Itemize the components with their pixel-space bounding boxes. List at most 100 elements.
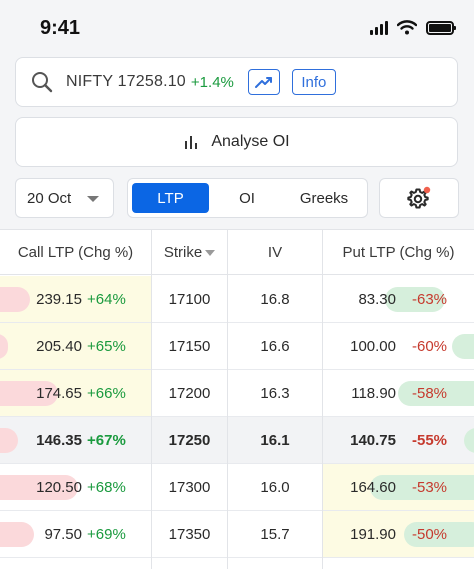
- option-chain-table: Call LTP (Chg %) Strike IV Put LTP (Chg …: [0, 229, 474, 569]
- table-row[interactable]: 146.35 +67% 17250 16.1 140.75 -55%: [0, 417, 474, 464]
- header-strike-label: Strike: [163, 244, 203, 261]
- call-oi-bar: [0, 428, 18, 453]
- symbol-change: +1.4%: [190, 73, 234, 91]
- call-change: +67%: [87, 431, 126, 449]
- put-change: -63%: [412, 290, 448, 308]
- call-ltp: 174.65: [36, 384, 82, 402]
- tab-ltp[interactable]: LTP: [132, 183, 209, 213]
- status-icons: [370, 20, 456, 35]
- put-oi-bar: [464, 428, 474, 453]
- analyse-oi-button[interactable]: Analyse OI: [15, 117, 458, 167]
- call-ltp: 205.40: [36, 337, 82, 355]
- call-ltp: 239.15: [36, 290, 82, 308]
- put-oi-bar: [398, 381, 474, 406]
- expiry-value: 20 Oct: [27, 189, 72, 207]
- put-change: -58%: [412, 384, 448, 402]
- put-ltp: 118.90: [351, 384, 396, 402]
- implied-volatility: 16.0: [260, 478, 290, 496]
- strike-price: 17150: [168, 337, 211, 355]
- chevron-down-icon: [87, 196, 99, 202]
- call-oi-bar: [0, 475, 78, 500]
- table-row[interactable]: 97.50 +69% 17350 15.7 191.90 -50%: [0, 511, 474, 558]
- info-button[interactable]: Info: [291, 69, 336, 95]
- wifi-icon: [397, 20, 417, 35]
- call-cell[interactable]: 239.15 +64%: [0, 276, 151, 322]
- put-cell[interactable]: 140.75 -55%: [323, 417, 474, 463]
- call-change: +68%: [87, 478, 126, 496]
- put-cell[interactable]: 100.00 -60%: [323, 323, 474, 369]
- search-icon: [32, 72, 53, 93]
- header-iv[interactable]: IV: [267, 244, 283, 261]
- call-cell[interactable]: 146.35 +67%: [0, 417, 151, 463]
- strike-price: 17300: [168, 478, 211, 496]
- call-cell[interactable]: 97.50 +69%: [0, 511, 151, 557]
- cellular-signal-icon: [370, 20, 388, 35]
- table-row[interactable]: 120.50 +68% 17300 16.0 164.60 -53%: [0, 464, 474, 511]
- call-cell[interactable]: 205.40 +65%: [0, 323, 151, 369]
- call-ltp: 97.50: [44, 525, 82, 543]
- implied-volatility: 15.7: [260, 525, 290, 543]
- gear-icon: [407, 186, 431, 209]
- put-ltp: 140.75: [350, 431, 396, 449]
- strike-price: 17350: [168, 525, 211, 543]
- put-oi-bar: [370, 475, 474, 500]
- status-bar: 9:41: [0, 0, 474, 52]
- analyse-oi-label: Analyse OI: [211, 133, 290, 150]
- implied-volatility: 16.6: [260, 337, 290, 355]
- strike-price: 17250: [168, 431, 211, 449]
- column-divider: [227, 230, 228, 569]
- column-divider: [322, 230, 323, 569]
- put-cell[interactable]: 83.30 -63%: [323, 276, 474, 322]
- implied-volatility: 16.3: [260, 384, 290, 402]
- put-oi-bar: [385, 287, 445, 312]
- sort-down-icon: [205, 249, 216, 256]
- table-header: Call LTP (Chg %) Strike IV Put LTP (Chg …: [0, 230, 474, 275]
- call-cell[interactable]: 120.50 +68%: [0, 464, 151, 510]
- call-oi-bar: [0, 287, 30, 312]
- line-chart-icon: [254, 77, 272, 88]
- table-row[interactable]: 174.65 +66% 17200 16.3 118.90 -58%: [0, 370, 474, 417]
- tab-greeks[interactable]: Greeks: [299, 189, 349, 207]
- call-change: +69%: [87, 525, 126, 543]
- header-call-ltp[interactable]: Call LTP (Chg %): [17, 244, 134, 261]
- put-change: -50%: [412, 525, 448, 543]
- call-change: +65%: [87, 337, 126, 355]
- put-cell[interactable]: 191.90 -50%: [323, 511, 474, 557]
- tab-oi[interactable]: OI: [239, 189, 255, 207]
- status-time: 9:41: [40, 17, 81, 39]
- implied-volatility: 16.1: [260, 431, 290, 449]
- settings-button[interactable]: [379, 178, 459, 218]
- call-cell[interactable]: 174.65 +66%: [0, 370, 151, 416]
- call-ltp: 120.50: [36, 478, 82, 496]
- call-change: +64%: [87, 290, 126, 308]
- put-ltp: 191.90: [350, 525, 396, 543]
- put-oi-bar: [452, 334, 474, 359]
- table-row[interactable]: 239.15 +64% 17100 16.8 83.30 -63%: [0, 276, 474, 323]
- put-ltp: 83.30: [358, 290, 396, 308]
- put-cell[interactable]: 164.60 -53%: [323, 464, 474, 510]
- put-change: -53%: [412, 478, 448, 496]
- put-change: -60%: [412, 337, 448, 355]
- header-strike[interactable]: Strike: [152, 230, 227, 275]
- chart-button[interactable]: [247, 69, 280, 95]
- column-divider: [151, 230, 152, 569]
- call-ltp: 146.35: [36, 431, 82, 449]
- implied-volatility: 16.8: [260, 290, 290, 308]
- call-oi-bar: [0, 381, 58, 406]
- put-ltp: 164.60: [350, 478, 396, 496]
- expiry-dropdown[interactable]: 20 Oct: [15, 178, 114, 218]
- bar-chart-icon: [185, 136, 198, 149]
- strike-price: 17100: [168, 290, 211, 308]
- symbol-search-bar[interactable]: NIFTY 17258.10 +1.4% Info: [15, 57, 458, 107]
- call-oi-bar: [0, 334, 8, 359]
- strike-price: 17200: [168, 384, 211, 402]
- symbol-price: NIFTY 17258.10: [66, 73, 186, 90]
- table-row[interactable]: 205.40 +65% 17150 16.6 100.00 -60%: [0, 323, 474, 370]
- call-change: +66%: [87, 384, 126, 402]
- call-oi-bar: [0, 522, 34, 547]
- view-segmented-control: LTP OI Greeks: [127, 178, 368, 218]
- put-oi-bar: [404, 522, 474, 547]
- put-cell[interactable]: 118.90 -58%: [323, 370, 474, 416]
- battery-icon: [426, 20, 456, 35]
- header-put-ltp[interactable]: Put LTP (Chg %): [342, 244, 455, 261]
